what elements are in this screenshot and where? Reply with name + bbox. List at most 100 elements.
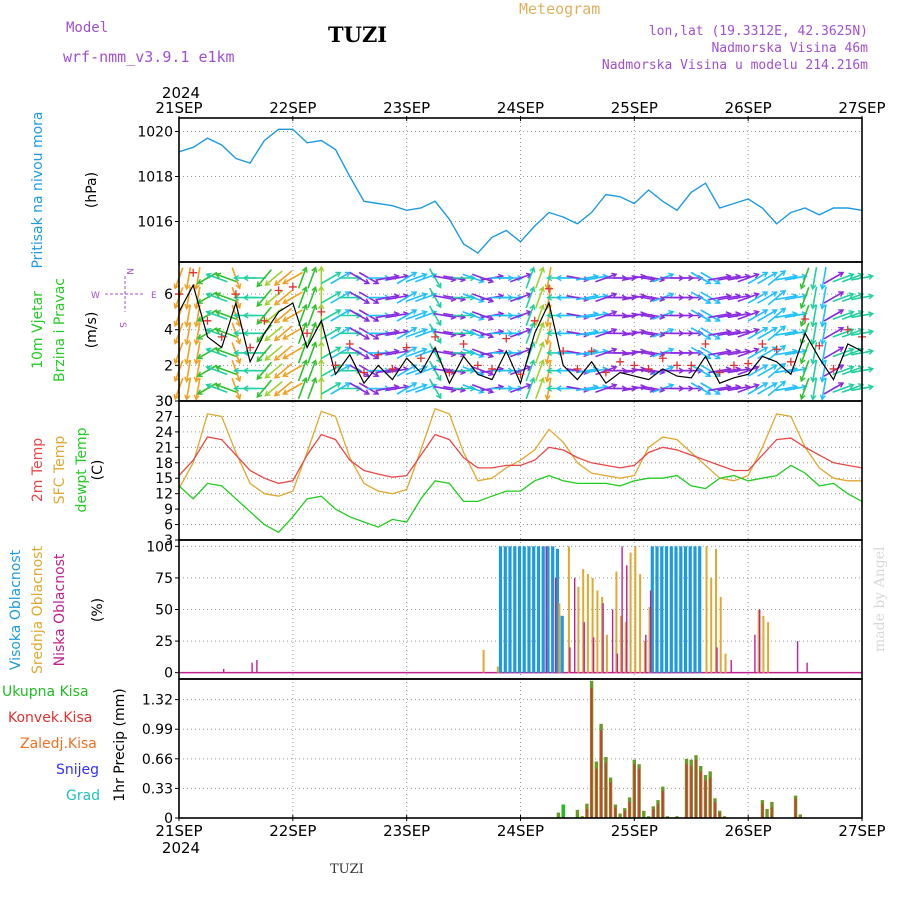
wind-arrow bbox=[811, 304, 818, 327]
wind-arrow-head bbox=[848, 272, 855, 279]
wind-arrow bbox=[185, 359, 192, 382]
wind-arrow bbox=[700, 327, 721, 340]
wind-arrow-head bbox=[555, 385, 562, 392]
wind-arrow-head bbox=[363, 353, 370, 360]
wind-arrow-head bbox=[810, 303, 817, 310]
wind-y-tick-label: 4 bbox=[164, 323, 173, 339]
wind-arrow-head bbox=[838, 327, 845, 333]
wind-arrow bbox=[747, 291, 768, 304]
wind-arrow bbox=[307, 322, 317, 344]
wind-arrow bbox=[297, 360, 307, 382]
wind-arrow bbox=[415, 384, 437, 394]
mid-cloud-bar bbox=[601, 596, 604, 673]
wind-arrow-head bbox=[411, 309, 418, 315]
mid-cloud-bar bbox=[591, 577, 594, 673]
wind-arrow bbox=[462, 328, 484, 338]
temperature-y-tick-label: 18 bbox=[155, 456, 173, 472]
wind-arrow-head bbox=[411, 327, 418, 333]
wind-arrow bbox=[585, 312, 608, 319]
wind-arrow bbox=[585, 350, 608, 356]
wind-arrow-head bbox=[214, 365, 222, 372]
wind-arrow-head bbox=[714, 316, 721, 322]
wind-arrow-head bbox=[487, 387, 495, 394]
wind-arrow bbox=[376, 385, 399, 392]
wind-arrow-head bbox=[753, 383, 760, 390]
wind-arrow-head bbox=[529, 266, 536, 273]
wind-arrow bbox=[700, 364, 721, 377]
wind-arrow bbox=[256, 269, 273, 288]
wind-arrow-head bbox=[611, 310, 618, 317]
high-cloud-bar bbox=[693, 546, 697, 673]
wind-arrow-head bbox=[318, 265, 325, 272]
wind-arrow bbox=[747, 364, 768, 377]
wind-arrow bbox=[195, 341, 201, 364]
wind-arrow bbox=[396, 309, 417, 322]
wind-arrow-head bbox=[435, 375, 442, 382]
wind-arrow bbox=[297, 287, 307, 309]
wind-arrow-head bbox=[848, 383, 855, 390]
wind-arrow-head bbox=[173, 302, 180, 310]
wind-arrow bbox=[767, 380, 786, 397]
wind-arrow bbox=[433, 275, 456, 281]
wind-arrow-head bbox=[819, 339, 826, 346]
wind-gust-marker bbox=[217, 332, 226, 341]
wind-arrow bbox=[821, 359, 827, 382]
wind-arrow-head bbox=[857, 365, 865, 372]
wind-arrow-head bbox=[311, 266, 318, 273]
wind-arrow bbox=[197, 382, 218, 395]
temp-unit-label: (C) bbox=[90, 460, 106, 481]
wind-arrow bbox=[632, 275, 655, 281]
mid-cloud-bar bbox=[767, 622, 770, 673]
low-cloud-bar bbox=[592, 637, 595, 673]
wind-arrow bbox=[462, 348, 484, 358]
wind-arrow bbox=[256, 361, 273, 380]
wind-arrow-head bbox=[301, 266, 308, 273]
wind-arrow-head bbox=[193, 303, 200, 310]
wind-arrow-head bbox=[762, 364, 769, 370]
temperature-y-tick-label: 12 bbox=[155, 487, 173, 503]
mid-cloud-bar bbox=[496, 666, 499, 673]
wind-arrow-head bbox=[335, 271, 342, 278]
wind-arrow-head bbox=[196, 389, 203, 395]
wind-arrow bbox=[534, 360, 544, 382]
wind-arrow-head bbox=[214, 383, 222, 390]
convective-precip-bar bbox=[624, 810, 626, 818]
wind-arrow bbox=[509, 310, 532, 320]
mid-cloud-bar bbox=[757, 609, 760, 673]
wind-gust-marker bbox=[530, 316, 539, 325]
precip-legend-item: Grad bbox=[66, 788, 100, 804]
wind-arrow-head bbox=[668, 272, 675, 279]
wind-arrow-head bbox=[184, 321, 191, 328]
wind-arrow-head bbox=[487, 352, 495, 359]
wind-arrow bbox=[509, 348, 532, 358]
wind-arrow bbox=[215, 310, 238, 320]
total-precip-bar bbox=[618, 813, 622, 818]
low-cloud-bar bbox=[545, 546, 547, 673]
wind-arrow-head bbox=[810, 283, 817, 291]
wind-arrow-head bbox=[867, 328, 875, 336]
wind-arrow-head bbox=[311, 286, 318, 293]
wind-arrow-head bbox=[193, 394, 200, 401]
wind-arrow-head bbox=[235, 283, 242, 290]
compass-north-label: N bbox=[124, 268, 134, 275]
wind-arrow bbox=[632, 312, 655, 319]
wind-y-tick-label: 6 bbox=[164, 287, 173, 303]
wind-arrow-head bbox=[487, 314, 495, 321]
wind-arrow-head bbox=[799, 393, 806, 401]
wind-arrow-head bbox=[421, 365, 428, 372]
wind-arrow bbox=[471, 273, 494, 283]
wind-arrow bbox=[757, 309, 778, 322]
wind-arrow-head bbox=[771, 309, 778, 315]
wind-arrow-head bbox=[256, 300, 263, 308]
low-cloud-bar bbox=[251, 662, 253, 673]
wind-arrow-head bbox=[282, 316, 289, 322]
wind-arrow bbox=[708, 350, 731, 356]
wind-arrow bbox=[841, 310, 864, 320]
wind-arrow bbox=[784, 294, 807, 301]
low-cloud-bar bbox=[649, 590, 652, 673]
mid-cloud-bar bbox=[577, 586, 580, 673]
wind-arrow-head bbox=[819, 376, 826, 383]
wind-arrow bbox=[632, 294, 655, 301]
wind-gust-marker bbox=[843, 325, 852, 334]
wind-arrow bbox=[282, 271, 303, 285]
